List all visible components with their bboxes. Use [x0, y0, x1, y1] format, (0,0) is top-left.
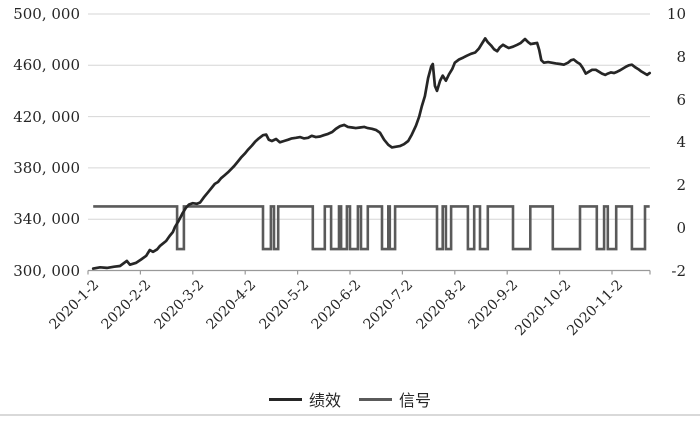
legend: 绩效 信号 [0, 387, 700, 411]
bottom-divider [0, 414, 700, 416]
performance-line-swatch [268, 397, 302, 401]
y-left-axis-label: 380, 000 [13, 158, 80, 177]
y-left-axis-label: 460, 000 [13, 56, 80, 75]
y-left-axis-label: 420, 000 [13, 107, 80, 126]
y-right-axis-label: 4 [676, 133, 686, 152]
y-right-axis-label: 10 [666, 5, 686, 23]
legend-label-performance: 绩效 [308, 391, 341, 410]
legend-item-performance: 绩效 [268, 387, 341, 411]
y-left-axis-label: 340, 000 [13, 210, 80, 229]
y-left-axis-label: 300, 000 [13, 261, 80, 280]
y-left-axis-label: 500, 000 [13, 5, 80, 23]
signal-line [93, 205, 650, 251]
performance-line [91, 37, 652, 270]
y-right-axis-label: 2 [676, 176, 686, 194]
y-right-axis-label: 8 [676, 47, 686, 66]
legend-item-signal: 信号 [359, 387, 431, 411]
y-right-axis-label: -2 [671, 261, 686, 280]
signal-line-swatch [359, 397, 392, 401]
legend-label-signal: 信号 [399, 391, 432, 410]
y-right-axis-label: 6 [676, 90, 686, 109]
y-right-axis-label: 0 [676, 218, 686, 237]
